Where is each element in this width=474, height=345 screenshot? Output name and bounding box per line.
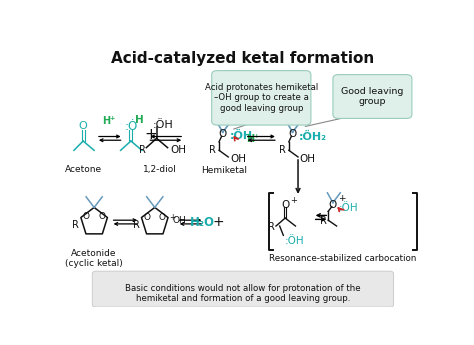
- Text: :ÖH: :ÖH: [230, 131, 253, 141]
- Text: Hemiketal: Hemiketal: [201, 166, 247, 175]
- Text: +: +: [212, 215, 224, 229]
- Text: R: R: [210, 145, 216, 155]
- Text: 1,2-diol: 1,2-diol: [143, 165, 176, 174]
- Text: OH: OH: [171, 145, 187, 155]
- Text: +: +: [338, 194, 346, 203]
- Text: H⁺: H⁺: [246, 134, 259, 144]
- Text: :ÖH: :ÖH: [338, 203, 358, 213]
- Text: +: +: [145, 127, 157, 142]
- Text: Resonance-stabilized carbocation: Resonance-stabilized carbocation: [269, 254, 417, 263]
- Text: R: R: [279, 145, 286, 155]
- Text: H₂O: H₂O: [190, 216, 215, 228]
- FancyBboxPatch shape: [92, 271, 393, 307]
- Text: R: R: [73, 220, 79, 230]
- Text: Good leaving
group: Good leaving group: [341, 87, 403, 106]
- Text: Basic conditions would not allow for protonation of the
hemiketal and formation : Basic conditions would not allow for pro…: [125, 284, 361, 304]
- Text: :ÖH₂: :ÖH₂: [299, 131, 327, 141]
- Text: OH: OH: [230, 154, 246, 164]
- Text: O: O: [288, 129, 297, 139]
- Text: O: O: [329, 200, 337, 210]
- Text: Acid-catalyzed ketal formation: Acid-catalyzed ketal formation: [111, 51, 374, 66]
- Text: H: H: [135, 115, 143, 125]
- Text: O: O: [143, 213, 150, 222]
- Text: O: O: [79, 121, 88, 131]
- Text: O: O: [99, 212, 106, 221]
- Text: O: O: [82, 212, 90, 221]
- Text: R: R: [133, 220, 140, 230]
- Text: :ÖH: :ÖH: [153, 120, 173, 130]
- Text: O: O: [159, 213, 165, 222]
- Text: +: +: [290, 196, 297, 205]
- Text: O: O: [219, 129, 227, 139]
- Text: Acetonide
(cyclic ketal): Acetonide (cyclic ketal): [65, 249, 123, 268]
- Text: OH: OH: [173, 216, 186, 225]
- Text: :Ȯ: :Ȯ: [124, 120, 137, 133]
- Text: +: +: [169, 213, 175, 222]
- Text: H⁺: H⁺: [102, 116, 116, 126]
- Text: :ÖH: :ÖH: [285, 236, 305, 246]
- Text: O: O: [281, 200, 289, 210]
- Text: R: R: [319, 216, 327, 226]
- Text: R: R: [139, 145, 146, 155]
- FancyBboxPatch shape: [333, 75, 412, 118]
- FancyBboxPatch shape: [212, 71, 311, 125]
- Text: R: R: [268, 223, 274, 232]
- Text: OH: OH: [300, 154, 316, 164]
- Text: Acid protonates hemiketal
–OH group to create a
good leaving group: Acid protonates hemiketal –OH group to c…: [205, 83, 318, 113]
- Text: Acetone: Acetone: [64, 165, 102, 174]
